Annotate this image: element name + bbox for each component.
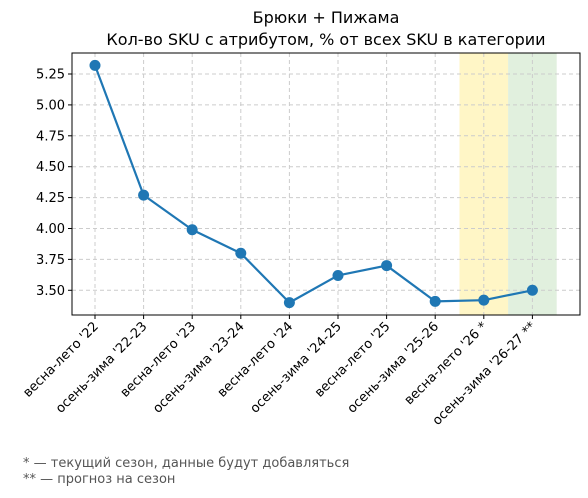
y-tick-label: 4.50 — [36, 160, 65, 175]
y-tick-label: 4.00 — [36, 222, 65, 237]
data-point — [186, 224, 198, 236]
plot-frame — [71, 52, 581, 316]
x-tick-label: осень-зима '22-23 — [53, 319, 150, 416]
y-tick-label: 5.00 — [36, 98, 65, 113]
y-tick-label: 4.25 — [36, 191, 65, 206]
data-point — [332, 269, 344, 281]
data-point — [429, 295, 441, 307]
data-point — [89, 59, 101, 71]
x-tick-label: осень-зима '23-24 — [150, 319, 247, 416]
series-line — [93, 64, 533, 304]
data-point — [138, 189, 150, 201]
footnote-forecast: ** — прогноз на сезон — [23, 472, 176, 487]
highlight-band-1 — [508, 53, 557, 315]
data-point — [381, 260, 393, 272]
data-point — [235, 247, 247, 259]
y-tick-label: 4.75 — [36, 129, 65, 144]
chart-subtitle: Кол-во SKU с атрибутом, % от всех SKU в … — [106, 30, 546, 49]
x-tick-label: осень-зима '25-26 — [345, 319, 442, 416]
y-tick-label: 5.25 — [36, 68, 65, 83]
data-point — [478, 294, 490, 306]
highlight-band-0 — [459, 53, 509, 315]
data-point — [526, 284, 538, 296]
y-tick-label: 3.50 — [36, 284, 65, 299]
footnote-current-season: * — текущий сезон, данные будут добавлят… — [23, 456, 350, 471]
x-tick-label: весна-лето '26 * — [402, 319, 491, 408]
x-tick-label: осень-зима '24-25 — [248, 319, 345, 416]
chart-title: Брюки + Пижама — [252, 8, 400, 27]
y-tick-label: 3.75 — [36, 253, 65, 268]
data-point — [283, 297, 295, 309]
